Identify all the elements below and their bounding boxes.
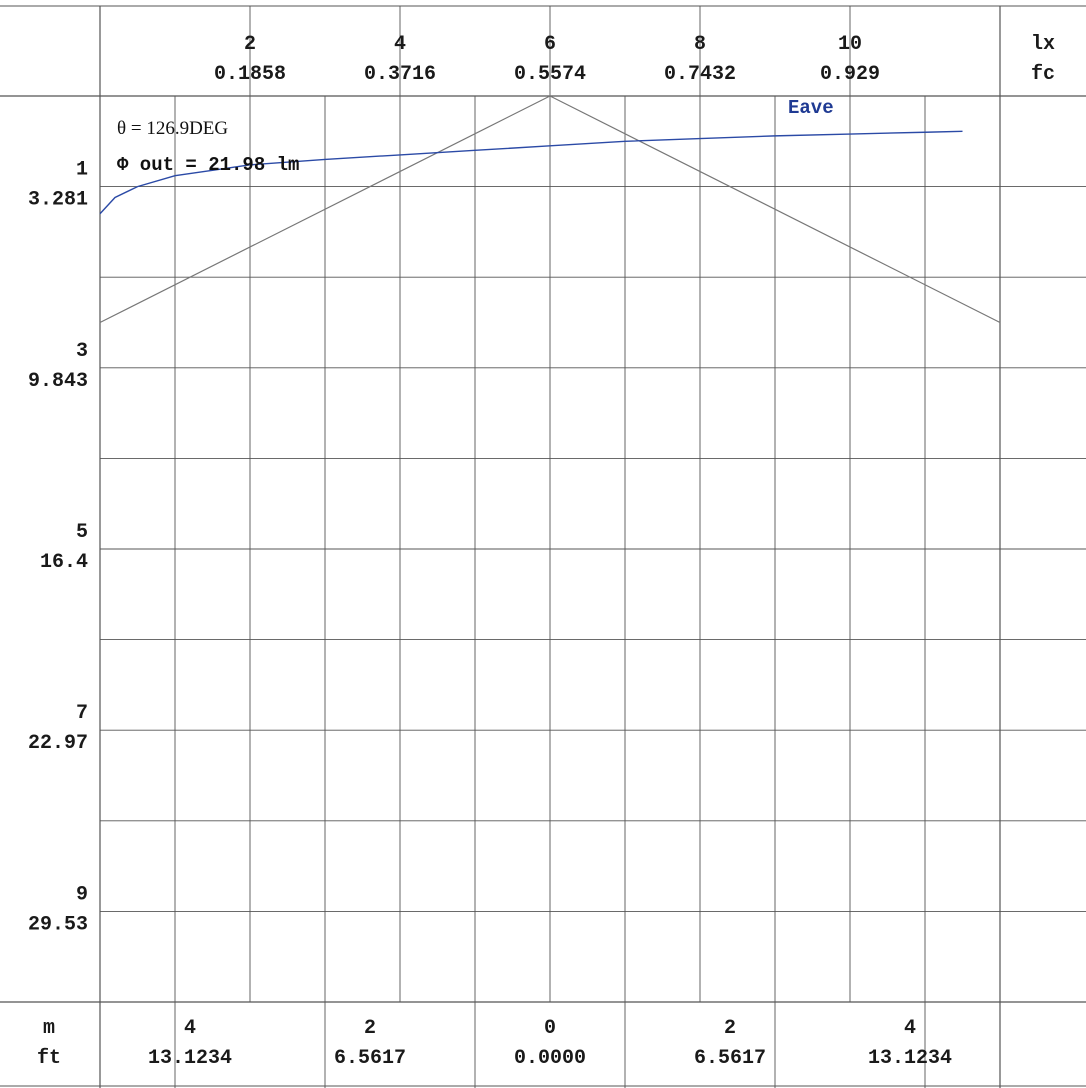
series-line-eave xyxy=(99,130,963,215)
left-tick-ft: 3.281 xyxy=(28,189,88,212)
bottom-tick-m: 4 xyxy=(904,1017,916,1040)
theta-annotation: θ = 126.9DEG xyxy=(117,118,228,139)
left-tick-ft: 16.4 xyxy=(40,551,88,574)
top-tick-fc: 0.7432 xyxy=(664,63,736,86)
left-tick-ft: 9.843 xyxy=(28,370,88,393)
top-tick-lx: 8 xyxy=(694,33,706,56)
left-tick-m: 5 xyxy=(76,521,88,544)
bottom-axis: 4 13.1234 2 6.5617 0 0.0000 2 6.5617 4 13.1234 xyxy=(148,1017,952,1070)
bottom-axis-unit-m: m xyxy=(43,1017,55,1040)
top-tick-fc: 0.5574 xyxy=(514,63,586,86)
bottom-tick-ft: 0.0000 xyxy=(514,1047,586,1070)
bottom-tick-ft: 6.5617 xyxy=(694,1047,766,1070)
top-tick-fc: 0.3716 xyxy=(364,63,436,86)
bottom-tick-m: 2 xyxy=(724,1017,736,1040)
left-tick-m: 9 xyxy=(76,883,88,906)
series-label-eave: Eave xyxy=(788,97,834,119)
top-axis-unit-lx: lx xyxy=(1031,33,1055,56)
beam-outline-line xyxy=(99,95,1001,324)
bottom-axis-unit-ft: ft xyxy=(37,1047,61,1070)
top-axis: 2 0.1858 4 0.3716 6 0.5574 8 0.7432 10 0.929 xyxy=(214,33,880,86)
left-tick-ft: 29.53 xyxy=(28,913,88,936)
top-tick-lx: 6 xyxy=(544,33,556,56)
top-tick-fc: 0.1858 xyxy=(214,63,286,86)
bottom-tick-m: 2 xyxy=(364,1017,376,1040)
left-axis: 1 3.281 3 9.843 5 16.4 7 22.97 9 29.53 xyxy=(28,159,88,937)
bottom-tick-ft: 6.5617 xyxy=(334,1047,406,1070)
flux-annotation: Φ out = 21.98 lm xyxy=(117,154,299,176)
left-tick-m: 1 xyxy=(76,159,88,182)
left-tick-m: 3 xyxy=(76,340,88,363)
bottom-tick-m: 0 xyxy=(544,1017,556,1040)
top-axis-unit-fc: fc xyxy=(1031,63,1055,86)
top-tick-lx: 2 xyxy=(244,33,256,56)
beam-outline xyxy=(99,95,1001,324)
top-tick-lx: 10 xyxy=(838,33,862,56)
series-layer xyxy=(99,130,963,215)
left-tick-m: 7 xyxy=(76,702,88,725)
bottom-tick-ft: 13.1234 xyxy=(148,1047,232,1070)
top-tick-lx: 4 xyxy=(394,33,406,56)
left-tick-ft: 22.97 xyxy=(28,732,88,755)
chart-grid xyxy=(0,5,1086,1088)
bottom-tick-m: 4 xyxy=(184,1017,196,1040)
top-tick-fc: 0.929 xyxy=(820,63,880,86)
bottom-tick-ft: 13.1234 xyxy=(868,1047,952,1070)
